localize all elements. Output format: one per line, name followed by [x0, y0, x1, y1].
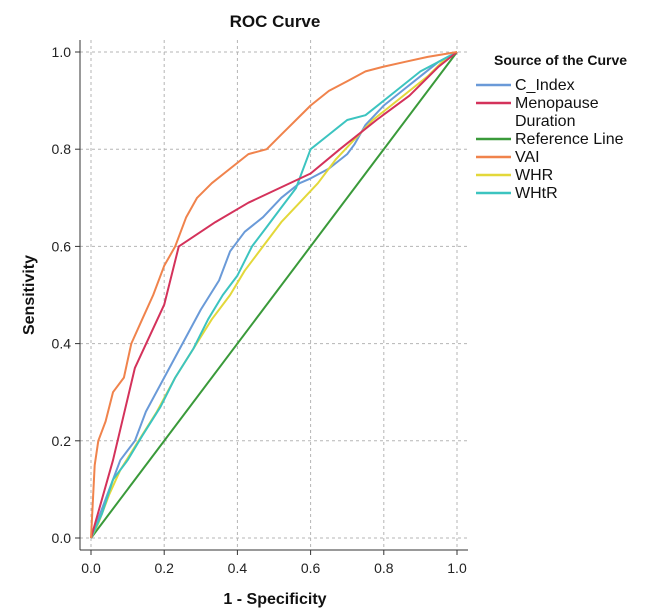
- chart-title: ROC Curve: [230, 12, 321, 31]
- y-axis-label: Sensitivity: [21, 255, 38, 335]
- series-line-c-index: [90, 51, 458, 539]
- series-line-vai: [90, 51, 458, 539]
- series-line-menopause-duration: [90, 51, 458, 539]
- x-axis-label: 1 - Specificity: [223, 591, 326, 608]
- legend-label-whtr: WHtR: [515, 185, 558, 202]
- series-lines: [90, 51, 458, 539]
- y-tick-label: 0.8: [52, 141, 72, 157]
- grid: [80, 40, 468, 550]
- series-line-whtr: [90, 51, 458, 539]
- axes: [79, 40, 468, 551]
- x-tick-label: 0.4: [228, 560, 248, 576]
- ticks: 0.0 0.2 0.4 0.6 0.8 1.0 0.0 0.2 0.4 0.6 0.8 1.0: [52, 44, 467, 576]
- y-tick-label: 0.0: [52, 530, 72, 546]
- x-tick-label: 0.2: [154, 560, 174, 576]
- y-tick-label: 0.4: [52, 336, 72, 352]
- x-tick-label: 1.0: [447, 560, 467, 576]
- x-tick-label: 0.8: [374, 560, 394, 576]
- legend-label-c-index: C_Index: [515, 77, 575, 94]
- legend-label-vai: VAI: [515, 149, 540, 166]
- y-tick-label: 1.0: [52, 44, 72, 60]
- x-tick-label: 0.6: [301, 560, 321, 576]
- y-tick-label: 0.6: [52, 238, 72, 254]
- series-line-reference-line: [90, 51, 458, 539]
- legend-label-whr: WHR: [515, 167, 553, 184]
- legend-label-reference-line: Reference Line: [515, 131, 624, 148]
- legend-title: Source of the Curve: [494, 52, 627, 68]
- legend-label-menopause-duration: Menopause Duration: [515, 95, 599, 130]
- y-tick-label: 0.2: [52, 433, 72, 449]
- x-tick-label: 0.0: [81, 560, 101, 576]
